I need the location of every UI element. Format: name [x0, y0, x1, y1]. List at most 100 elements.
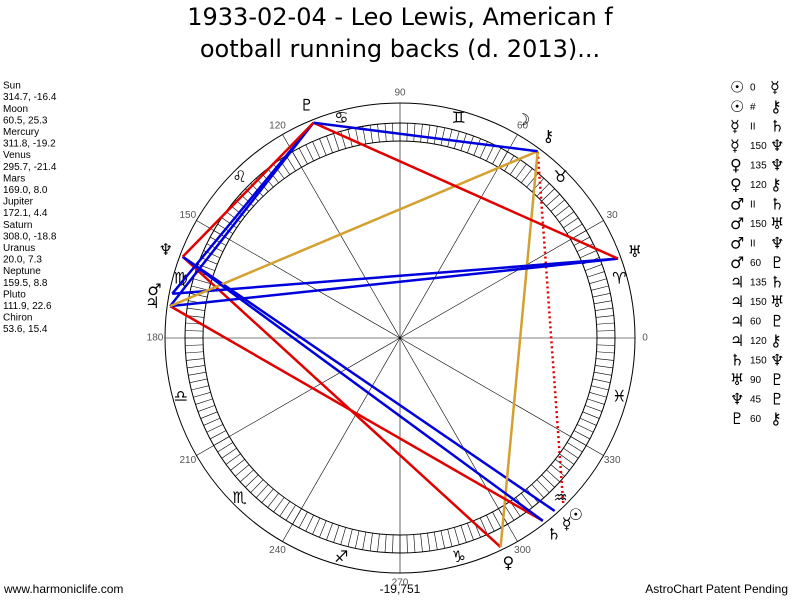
ring-tick	[582, 411, 600, 419]
ring-tick	[585, 405, 603, 412]
ring-tick	[333, 525, 340, 543]
aspect-to: ♇	[770, 390, 784, 409]
ring-tick	[261, 488, 274, 503]
aspect-to: ♇	[770, 312, 784, 331]
planet-name: Neptune	[3, 266, 41, 277]
degree-label: 300	[514, 545, 531, 556]
degree-label: 30	[607, 210, 619, 221]
planet-position: 311.8, -19.2	[3, 139, 56, 150]
sign-glyph: ♐	[334, 547, 348, 566]
aspect-angle: 135	[750, 278, 767, 289]
aspect-to: ♇	[770, 370, 784, 389]
sign-glyph: ♌	[232, 167, 246, 186]
planet-name: Mercury	[3, 127, 39, 138]
planet-glyph: ☉	[569, 505, 583, 524]
ring-tick	[185, 330, 204, 332]
degree-label: 270	[392, 578, 409, 589]
ring-tick	[333, 133, 340, 151]
aspect-to: ♅	[770, 292, 784, 311]
ring-tick	[440, 127, 445, 146]
aspect-line	[312, 121, 619, 260]
aspect-from: ♄	[730, 351, 744, 370]
ring-tick	[189, 378, 208, 383]
sign-glyph: ♍	[174, 269, 188, 288]
ring-tick	[362, 531, 367, 550]
ring-tick	[377, 124, 380, 143]
aspect-angle: 0	[750, 83, 756, 94]
aspect-angle: II	[750, 122, 756, 133]
aspect-line	[169, 150, 539, 308]
ring-tick	[596, 330, 615, 332]
aspect-from: ♃	[730, 331, 744, 350]
footer-left: www.harmoniclife.com	[3, 582, 123, 596]
ring-tick	[406, 123, 408, 142]
ring-tick	[460, 525, 467, 543]
spoke	[282, 337, 401, 542]
planet-glyph: ☽	[516, 110, 530, 129]
ring-tick	[225, 453, 241, 465]
ring-tick	[185, 351, 204, 354]
ring-tick	[593, 371, 612, 376]
footer-center: -19,751	[380, 582, 421, 596]
ring-tick	[240, 469, 254, 483]
ring-tick	[521, 493, 533, 508]
ring-tick	[377, 533, 380, 552]
ring-tick	[326, 135, 333, 153]
ring-tick	[319, 138, 327, 156]
aspect-angle: 120	[750, 336, 767, 347]
aspect-from: ♂	[730, 234, 744, 253]
ring-tick	[210, 236, 227, 246]
ring-tick	[195, 398, 213, 405]
aspect-line	[499, 151, 539, 548]
sign-glyph: ♈	[612, 269, 626, 288]
aspect-to: ♇	[770, 253, 784, 272]
ring-tick	[191, 285, 209, 291]
aspect-to: ☿	[770, 78, 780, 97]
degree-label: 150	[179, 210, 196, 221]
aspect-to: ⚷	[770, 409, 782, 428]
ring-tick	[492, 148, 502, 165]
ring-tick	[555, 205, 570, 217]
ring-tick	[340, 527, 346, 545]
planet-position: 169.0, 8.0	[3, 185, 48, 196]
ring-tick	[585, 264, 603, 271]
planet-position: 308.0, -18.8	[3, 231, 57, 242]
aspect-to: ♆	[770, 351, 784, 370]
ring-tick	[420, 124, 423, 143]
ring-tick	[589, 392, 607, 398]
aspect-from: ☉	[730, 78, 744, 97]
ring-tick	[593, 300, 612, 305]
aspect-to: ♄	[770, 273, 784, 292]
ring-tick	[467, 135, 474, 153]
ring-tick	[596, 351, 615, 354]
planet-glyph: ♂	[147, 280, 161, 299]
ring-tick	[550, 464, 565, 477]
ring-tick	[413, 534, 416, 553]
aspect-angle: 120	[750, 180, 767, 191]
aspect-from: ☿	[730, 136, 740, 155]
planet-name: Pluto	[3, 289, 26, 300]
degree-label: 180	[147, 333, 164, 344]
aspect-line	[172, 257, 619, 295]
planet-position: 53.6, 15.4	[3, 324, 48, 335]
degree-label: 240	[269, 545, 286, 556]
ring-tick	[591, 285, 609, 291]
ring-tick	[427, 125, 431, 143]
aspect-angle: 150	[750, 297, 767, 308]
spoke	[399, 337, 518, 542]
ring-tick	[536, 183, 550, 197]
degree-label: 0	[642, 333, 648, 344]
ring-tick	[592, 293, 611, 298]
degree-label: 120	[269, 120, 286, 131]
ring-tick	[267, 493, 279, 508]
planet-position: 295.7, -21.4	[3, 162, 57, 173]
ring-tick	[595, 358, 614, 361]
ring-tick	[515, 163, 527, 179]
ring-tick	[185, 344, 204, 346]
degree-label: 210	[179, 455, 196, 466]
planet-position: 314.7, -16.4	[3, 92, 57, 103]
ring-tick	[579, 417, 597, 426]
ring-tick	[531, 484, 545, 498]
ring-tick	[369, 125, 373, 143]
planet-name: Sun	[3, 81, 21, 92]
